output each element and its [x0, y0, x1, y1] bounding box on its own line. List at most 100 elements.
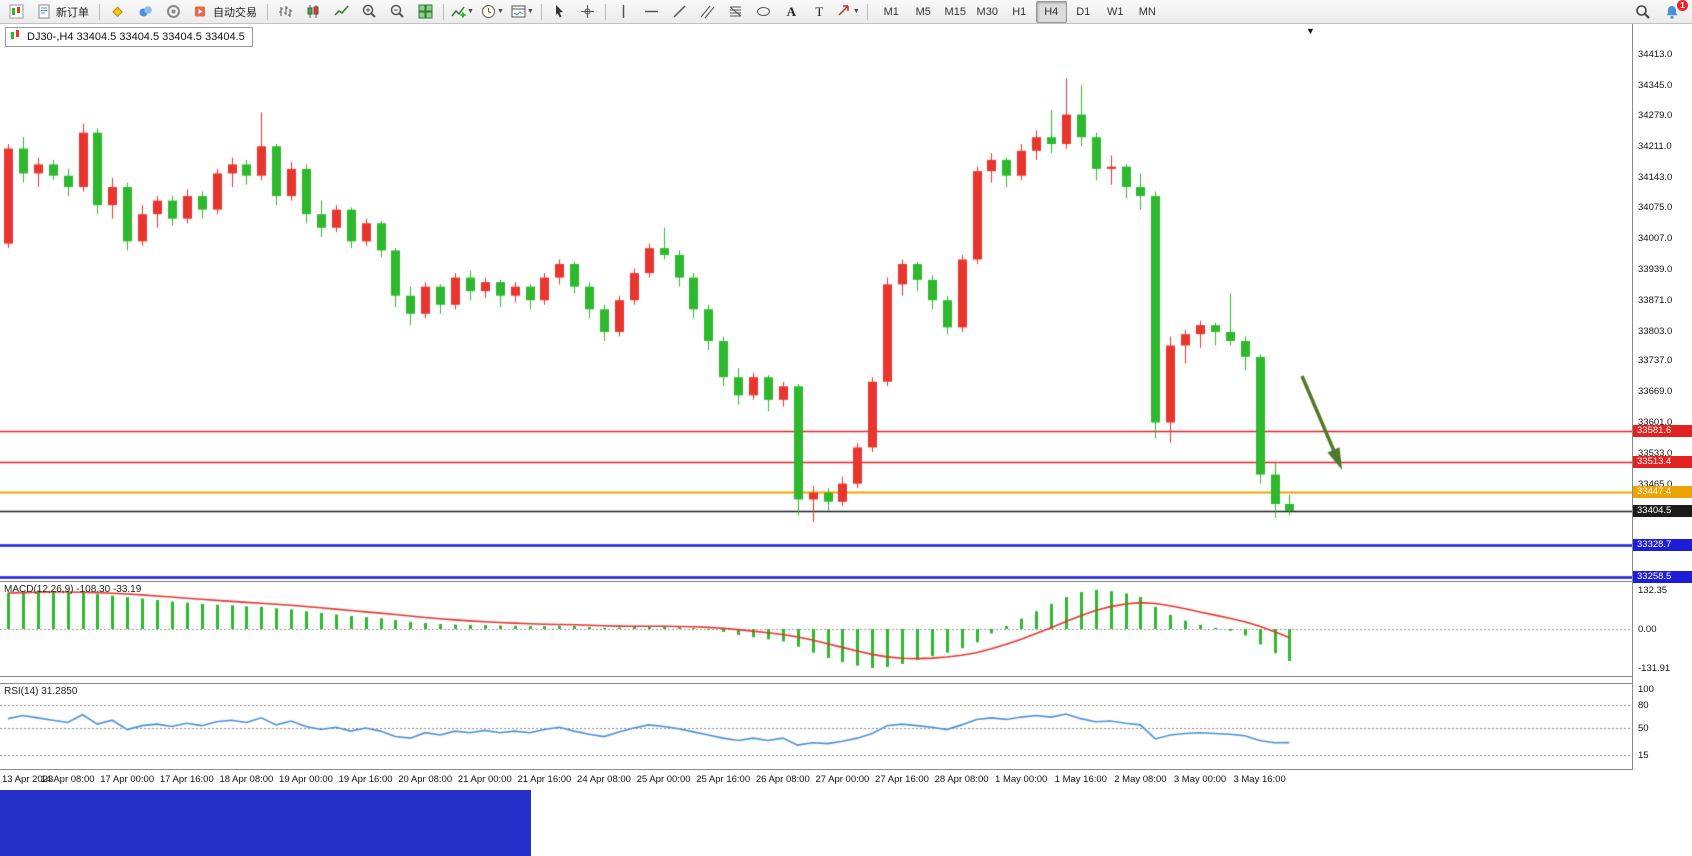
- price-tick: 33803.0: [1638, 325, 1673, 337]
- channel-icon: [700, 4, 715, 19]
- horizontal-line-button[interactable]: [638, 1, 665, 23]
- price-tick: 34413.0: [1638, 49, 1673, 61]
- candlestick-chart-icon: [306, 4, 321, 19]
- time-axis-label: 2 May 08:00: [1114, 774, 1167, 785]
- chart-dropdown-marker[interactable]: ▼: [1306, 26, 1315, 36]
- rsi-axis-tick: 100: [1638, 684, 1654, 695]
- search-icon: [1635, 4, 1651, 20]
- time-axis-label: 1 May 16:00: [1054, 774, 1107, 785]
- auto-trading-button[interactable]: 自动交易: [188, 1, 263, 23]
- price-tick: 34007.0: [1638, 233, 1673, 245]
- cursor-icon: [552, 4, 567, 19]
- time-axis-label: 3 May 00:00: [1173, 774, 1227, 785]
- chart-title-tab[interactable]: DJ30-,H4 33404.5 33404.5 33404.5 33404.5: [5, 27, 253, 47]
- timeframe-button-mn[interactable]: MN: [1138, 5, 1156, 18]
- timeframe-button-m15[interactable]: M15: [944, 5, 966, 18]
- price-level-label: 33404.5: [1633, 505, 1692, 518]
- price-tick: 33871.0: [1638, 294, 1673, 306]
- timeframe-button-d1[interactable]: D1: [1076, 5, 1091, 18]
- rsi-axis-tick: 50: [1638, 723, 1649, 734]
- fibonacci-button[interactable]: [722, 1, 749, 23]
- time-axis-label: 21 Apr 00:00: [457, 774, 512, 785]
- toolbar-separator: [99, 3, 100, 20]
- shapes-button[interactable]: [750, 1, 777, 23]
- zoom-out-icon: [390, 4, 405, 19]
- timeframe-group: M1 M5 M15 M30 H1 H4 D1 W1 MN: [876, 0, 1163, 23]
- tile-windows-icon: [418, 4, 433, 19]
- zoom-in-icon: [362, 4, 377, 19]
- zoom-out-button[interactable]: [384, 1, 411, 23]
- rsi-canvas[interactable]: [0, 684, 1632, 769]
- fibonacci-icon: [728, 4, 743, 19]
- price-level-label: 33513.4: [1633, 455, 1692, 468]
- text-button[interactable]: A: [778, 1, 805, 23]
- signals-button[interactable]: [132, 1, 159, 23]
- time-axis-label: 27 Apr 16:00: [875, 774, 929, 785]
- trendline-icon: [672, 4, 687, 19]
- chevron-down-icon: ▼: [496, 8, 504, 15]
- main-chart-canvas[interactable]: [0, 24, 1632, 581]
- rsi-panel: RSI(14) 31.2850: [0, 683, 1632, 770]
- line-chart-button[interactable]: [328, 1, 355, 23]
- time-axis-label: 28 Apr 08:00: [934, 774, 989, 785]
- rsi-axis-tick: 15: [1638, 750, 1649, 762]
- macd-panel: MACD(12,26,9) -108.30 -33.19: [0, 581, 1632, 677]
- notifications-button[interactable]: 1: [1658, 0, 1688, 23]
- time-axis-label: 18 Apr 08:00: [219, 774, 274, 785]
- time-axis-label: 20 Apr 08:00: [398, 774, 453, 785]
- price-tick: 34075.0: [1638, 202, 1673, 214]
- market-button[interactable]: [104, 1, 131, 23]
- bar-chart-button[interactable]: [272, 1, 299, 23]
- zoom-in-button[interactable]: [356, 1, 383, 23]
- new-order-button[interactable]: 新订单: [31, 1, 95, 23]
- chart-region: DJ30-,H4 33404.5 33404.5 33404.5 33404.5…: [0, 24, 1692, 856]
- new-order-label: 新订单: [56, 6, 89, 19]
- macd-axis-tick: 0.00: [1638, 624, 1657, 635]
- shapes-icon: [756, 4, 771, 19]
- label-button[interactable]: T: [806, 1, 833, 23]
- crosshair-button[interactable]: [574, 1, 601, 23]
- indicators-button[interactable]: ▼: [448, 1, 477, 23]
- search-button[interactable]: [1629, 1, 1656, 23]
- time-axis-label: 1 May 00:00: [995, 774, 1048, 785]
- timeframe-button-w1[interactable]: W1: [1107, 5, 1124, 18]
- macd-canvas[interactable]: [0, 582, 1632, 676]
- horizontal-line-icon: [644, 4, 659, 19]
- chart-title-text: DJ30-,H4 33404.5 33404.5 33404.5 33404.5: [27, 30, 245, 43]
- timeframe-button-m1[interactable]: M1: [883, 5, 899, 18]
- toolbar-separator: [267, 3, 268, 20]
- cursor-button[interactable]: [546, 1, 573, 23]
- price-tick: 33601.0: [1638, 417, 1673, 429]
- price-tick: 33669.0: [1638, 386, 1673, 398]
- periods-button[interactable]: ▼: [478, 1, 507, 23]
- community-button[interactable]: [160, 1, 187, 23]
- time-axis-label: 3 May 16:00: [1233, 774, 1286, 785]
- trendline-button[interactable]: [666, 1, 693, 23]
- price-level-label: 33581.6: [1633, 424, 1692, 437]
- timeframe-button-m30[interactable]: M30: [976, 5, 998, 18]
- candlestick-chart-button[interactable]: [300, 1, 327, 23]
- time-axis-label: 27 Apr 00:00: [815, 774, 870, 785]
- tile-windows-button[interactable]: [412, 1, 439, 23]
- auto-trading-icon: [194, 4, 209, 19]
- price-tick: 34211.0: [1638, 140, 1672, 152]
- notification-badge: 1: [1677, 0, 1688, 11]
- time-axis-label: 17 Apr 16:00: [159, 774, 214, 785]
- time-axis[interactable]: 13 Apr 2023 14 Apr 08:00 17 Apr 00:00 17 Ap…: [0, 770, 1632, 790]
- new-chart-button[interactable]: [3, 1, 30, 23]
- timeframe-button-h1[interactable]: H1: [1012, 5, 1027, 18]
- channel-button[interactable]: [694, 1, 721, 23]
- timeframe-button-h4[interactable]: H4: [1035, 0, 1067, 23]
- clock-icon: [481, 4, 496, 19]
- arrows-tool-button[interactable]: ▼: [834, 1, 863, 23]
- timeframe-button-m5[interactable]: M5: [915, 5, 931, 18]
- vertical-line-button[interactable]: [610, 1, 637, 23]
- bell-icon: [1664, 4, 1680, 20]
- templates-button[interactable]: ▼: [508, 1, 537, 23]
- chart-icon: [10, 29, 22, 44]
- price-tick: 33737.0: [1638, 355, 1673, 367]
- price-level-label: 33258.5: [1633, 571, 1692, 584]
- label-icon: T: [815, 3, 824, 19]
- price-tick: 34279.0: [1638, 110, 1673, 122]
- price-axis[interactable]: 34413.0 34345.0 34279.0 34211.0 34143.0 34075…: [1632, 24, 1692, 770]
